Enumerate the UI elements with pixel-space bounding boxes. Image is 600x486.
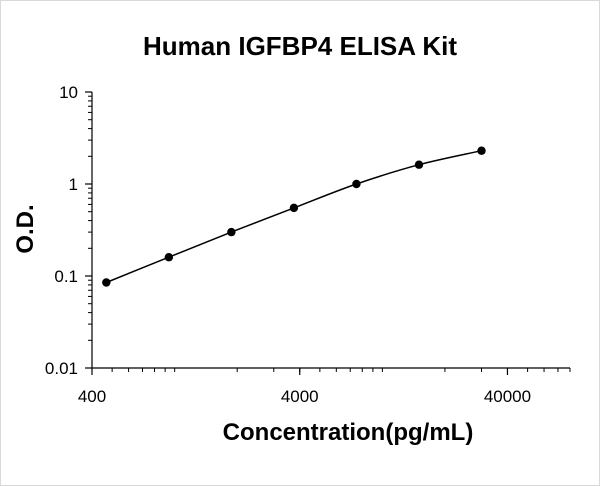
chart-title: Human IGFBP4 ELISA Kit [143, 31, 457, 61]
x-tick-label: 40000 [484, 387, 531, 406]
data-points-layer [102, 146, 486, 287]
y-tick-label: 0.01 [45, 359, 78, 378]
data-point [414, 160, 424, 169]
data-point [164, 253, 174, 262]
x-tick-label: 4000 [281, 387, 319, 406]
y-tick-label: 1 [69, 175, 78, 194]
fitted-curve-layer [106, 149, 482, 284]
y-tick-label: 10 [59, 83, 78, 102]
fitted-curve-line [106, 149, 482, 284]
x-axis-label: Concentration(pg/mL) [223, 419, 474, 446]
axes [91, 92, 570, 369]
data-point [289, 203, 299, 213]
x-axis-ticks: 400 4000 40000 [78, 368, 571, 406]
data-point [477, 146, 486, 155]
y-tick-label: 0.1 [54, 267, 78, 286]
data-point [227, 227, 236, 237]
y-axis-ticks: 0.01 0.1 1 10 [45, 83, 92, 378]
x-tick-label: 400 [78, 387, 106, 406]
data-point [102, 278, 111, 287]
y-axis-label: O.D. [12, 204, 39, 253]
data-point [352, 179, 361, 189]
